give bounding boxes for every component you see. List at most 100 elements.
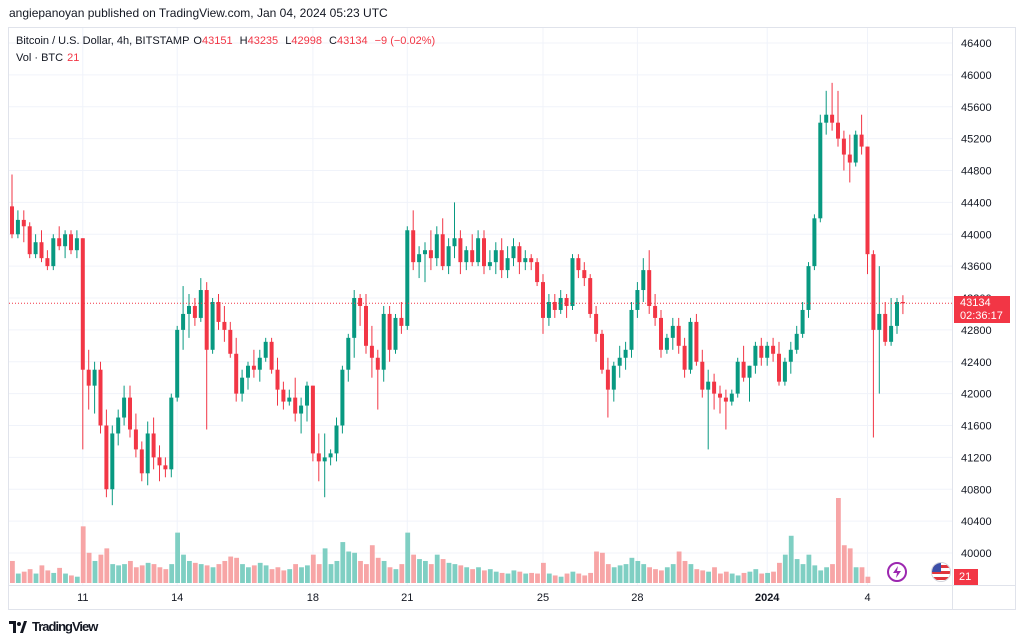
volume-bar [10,560,15,583]
y-tick-label: 44800 [961,166,992,178]
volume-bar [712,567,717,583]
candle-body [641,270,646,291]
candle-body [98,369,103,426]
candle-body [369,345,374,358]
candle-body [735,361,740,394]
volume-bar [830,564,835,583]
volume-bar [375,557,381,583]
x-tick-label: 25 [537,592,549,604]
volume-bar [210,567,216,583]
volume-bar [405,532,411,583]
volume-label[interactable]: Vol · BTC [16,52,64,64]
candle-body [175,329,180,398]
candle-body [234,353,239,394]
candle-body [57,238,62,247]
candle-body [240,377,245,394]
candle-body [216,301,221,322]
volume-bar [694,569,700,583]
y-tick-label: 43600 [961,261,992,273]
x-tick-label: 2024 [755,592,780,604]
candle-body [558,298,563,310]
candle-body [694,321,699,362]
volume-bar [393,569,399,583]
volume-bar [92,560,98,583]
candle-body [712,381,717,394]
volume-bar [310,554,316,583]
volume-bar [482,570,487,583]
volume-bar [440,559,446,583]
y-tick-label: 44400 [961,197,992,209]
volume-bar [564,573,570,583]
candle-body [718,393,722,398]
candle-body [452,238,457,247]
x-tick-label: 21 [401,592,413,604]
volume-bar [635,560,641,583]
candle-body [39,242,44,259]
volume-bar [670,564,676,583]
candle-body [27,226,32,255]
volume-bar [546,573,552,583]
volume-bar [629,557,635,583]
candle-body [104,425,109,490]
candle-body [33,242,38,255]
candle-body [92,369,97,386]
volume-bar [611,567,617,583]
volume-bar [305,565,310,583]
candle-body [765,345,770,358]
y-tick-label: 46000 [961,70,992,82]
publisher-line: angiepanoyan published on TradingView.co… [9,6,388,20]
candle-body [299,405,304,414]
volume-bar [700,570,706,583]
candle-body [399,317,404,326]
candle-body [69,234,73,251]
candle-body [10,206,14,235]
candle-body [771,345,776,354]
x-tick-label: 11 [77,592,88,604]
candle-body [605,369,610,390]
volume-bar [139,565,145,583]
volume-bar [458,565,464,583]
volume-row: Vol · BTC 21 [16,50,439,67]
candle-body [818,122,823,219]
brand-name[interactable]: TradingView [32,619,98,634]
candle-body [535,262,540,283]
volume-bar [246,567,251,583]
volume-bar [812,565,818,583]
footer: TradingView [9,619,98,634]
candle-body [582,270,587,279]
candle-body [151,433,156,458]
candle-body [352,298,357,338]
symbol-title[interactable]: Bitcoin / U.S. Dollar, 4h, BITSTAMP [16,35,190,47]
candle-body [322,457,327,462]
candle-body [670,325,675,338]
volume-bar [777,562,782,583]
volume-bar [511,570,517,583]
candle-body [853,134,858,163]
volume-tag: 21 [954,569,978,585]
candle-body [647,270,652,306]
candle-body [169,397,174,470]
volume-bar [794,559,800,583]
us-flag-icon[interactable] [931,562,951,582]
low-label: L [285,35,292,47]
volume-bar [222,560,228,583]
candle-body [381,313,386,370]
volume-bar [157,567,163,583]
volume-bar [493,571,499,583]
y-tick-label: 44000 [961,229,992,241]
candle-body [541,282,545,318]
candle-body [812,218,817,267]
volume-bar [718,573,723,583]
volume-bar [659,570,664,583]
flash-event-icon[interactable] [887,562,907,582]
volume-bar [33,573,39,583]
volume-bar [334,560,340,583]
volume-bar [287,569,293,583]
candle-body [145,433,150,474]
y-tick-label: 42400 [961,357,992,369]
volume-bar [328,564,334,583]
candle-body [877,313,882,330]
candle-body [163,465,168,470]
volume-bar [570,571,576,583]
